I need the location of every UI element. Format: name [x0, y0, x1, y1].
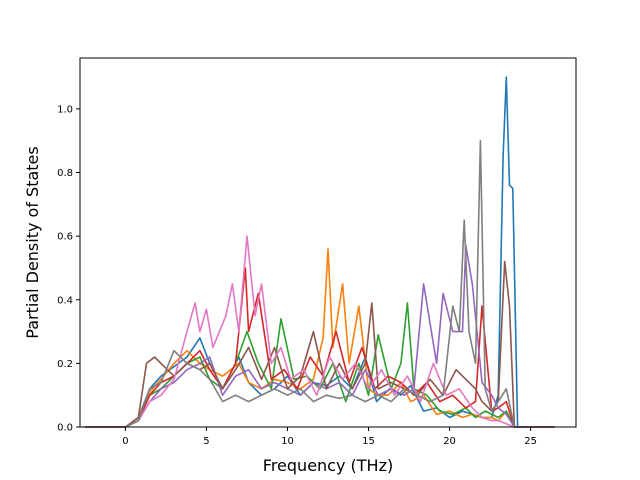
series-line-5 [84, 244, 555, 428]
y-tick-label: 0.0 [57, 423, 73, 434]
x-tick-label: 20 [443, 436, 456, 447]
y-tick-label: 0.8 [57, 168, 73, 179]
y-axis: 0.0 0.2 0.4 0.6 0.8 1.0 [57, 104, 80, 434]
y-tick-label: 1.0 [57, 104, 73, 115]
series-line-2 [84, 248, 555, 428]
y-axis-label: Partial Density of States [23, 146, 42, 338]
x-tick-label: 5 [203, 436, 209, 447]
series-line-6 [84, 260, 555, 428]
x-axis-label: Frequency (THz) [263, 456, 393, 475]
x-tick-label: 10 [281, 436, 294, 447]
series-line-7 [84, 235, 555, 428]
x-tick-label: 0 [122, 436, 128, 447]
x-tick-label: 25 [524, 436, 537, 447]
series-layer [84, 76, 555, 428]
plot-frame [79, 57, 577, 428]
y-tick-label: 0.6 [57, 232, 73, 243]
x-axis: 0 5 10 15 20 25 [122, 427, 537, 447]
y-tick-label: 0.4 [57, 295, 73, 306]
y-tick-label: 0.2 [57, 359, 73, 370]
x-tick-label: 15 [362, 436, 375, 447]
series-line-8 [84, 139, 555, 428]
